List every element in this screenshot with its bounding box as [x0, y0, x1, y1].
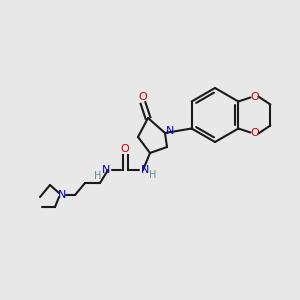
Text: N: N [141, 165, 149, 175]
Text: H: H [94, 171, 102, 181]
Text: O: O [139, 92, 147, 102]
Text: N: N [58, 190, 66, 200]
Text: N: N [166, 126, 174, 136]
Text: N: N [102, 165, 110, 175]
Text: H: H [149, 170, 157, 180]
Text: O: O [250, 92, 259, 101]
Text: O: O [250, 128, 259, 139]
Text: O: O [121, 144, 129, 154]
